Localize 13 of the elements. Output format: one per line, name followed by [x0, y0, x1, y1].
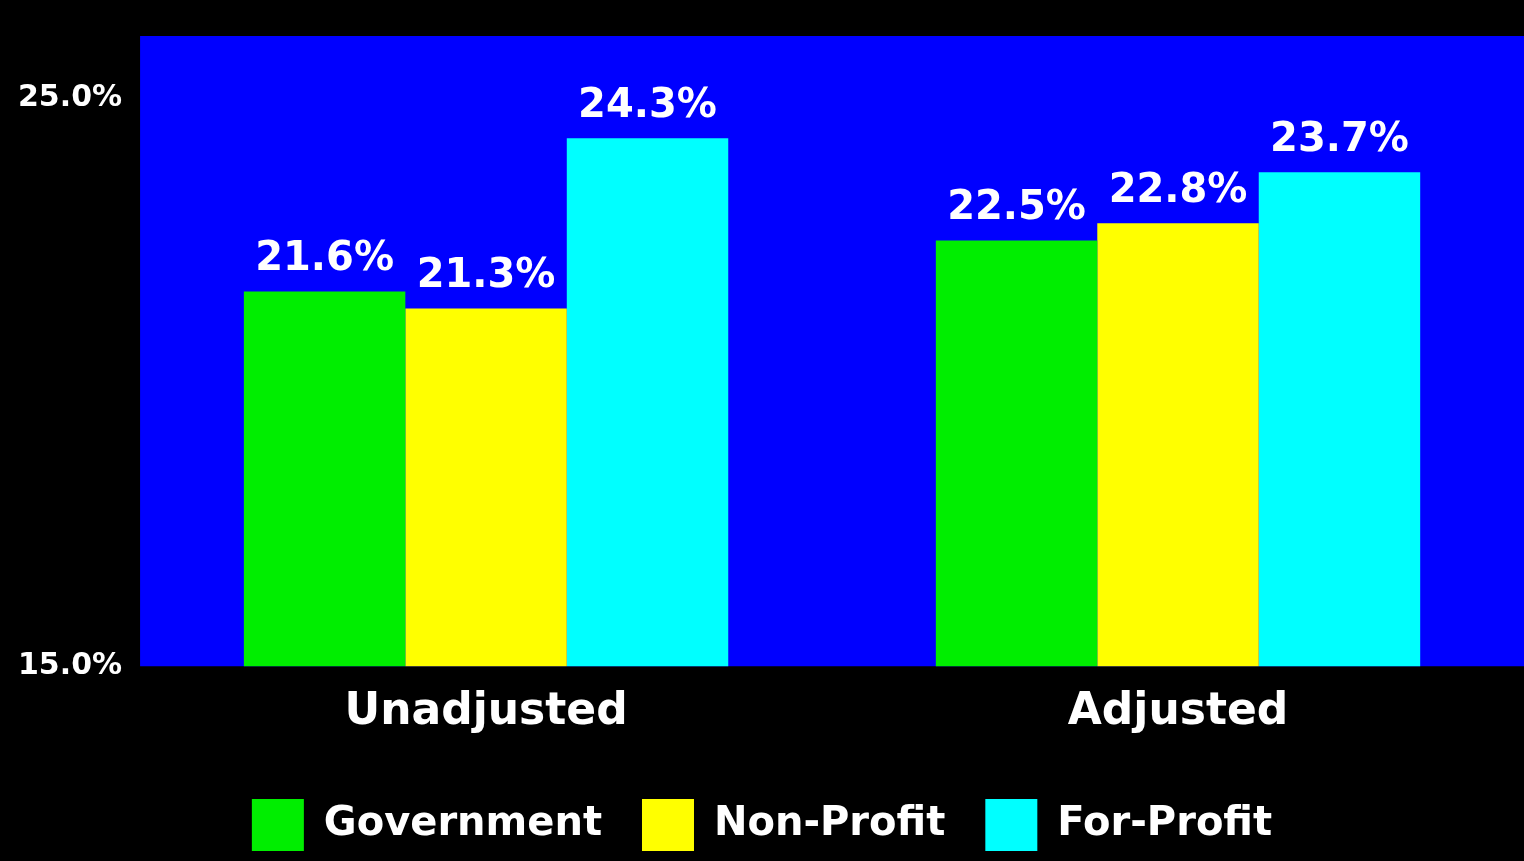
y-tick-label: 15.0%	[18, 646, 123, 681]
x-tick-label: Unadjusted	[344, 683, 628, 735]
data-label: 24.3%	[578, 79, 717, 126]
data-label: 21.6%	[255, 232, 394, 279]
data-label: 21.3%	[416, 249, 556, 296]
y-tick-label: 25.0%	[18, 78, 123, 114]
legend-label: For-Profit	[1057, 798, 1273, 845]
legend-label: Non-Profit	[714, 798, 946, 845]
data-label: 22.5%	[947, 181, 1086, 228]
data-label: 23.7%	[1270, 113, 1409, 160]
data-label: 22.8%	[1108, 164, 1248, 211]
legend-label: Government	[323, 798, 602, 845]
x-tick-label: Adjusted	[1067, 683, 1289, 735]
